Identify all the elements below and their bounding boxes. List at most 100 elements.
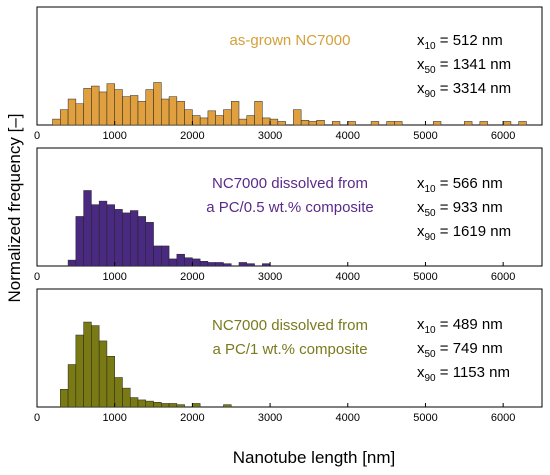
sample-label: NC7000 dissolved from: [212, 175, 368, 192]
histogram-bar: [137, 101, 147, 126]
histogram-bar: [192, 258, 201, 267]
histogram-bar: [238, 118, 248, 126]
histogram-bar: [386, 121, 395, 126]
percentile-stat: x90 = 3314 nm: [417, 80, 511, 100]
histogram-bar: [479, 121, 488, 126]
histogram-bar: [168, 258, 178, 267]
histogram-bar: [75, 103, 84, 126]
histogram-bar: [207, 262, 216, 267]
histogram-bar: [83, 321, 92, 408]
histogram-panel: 0 1000 2000 3000 4000 5000 6000 NC7000 dissolve…: [34, 147, 543, 283]
histogram-bar: [129, 95, 139, 126]
histogram-bar: [67, 98, 77, 126]
histogram-bar: [308, 121, 317, 126]
percentile-stat: x90 = 1153 nm: [417, 364, 510, 384]
x-tick-label: 3000: [258, 130, 282, 142]
histogram-panel: 0 1000 2000 3000 4000 5000 6000 as-grown NC7000…: [34, 6, 543, 142]
x-tick-label: 4000: [336, 130, 360, 142]
histogram-bar: [199, 261, 209, 267]
percentile-stat: x50 = 749 nm: [417, 340, 503, 360]
histogram-bar: [215, 115, 224, 126]
histogram-bar: [145, 89, 154, 126]
histogram-bar: [161, 98, 170, 126]
histogram-bar: [176, 404, 185, 408]
histogram-bar: [254, 101, 263, 126]
histogram-bar: [60, 389, 69, 408]
histogram-bar: [331, 121, 341, 126]
histogram-bar: [129, 210, 139, 267]
x-tick-label: 3000: [258, 271, 282, 283]
histogram-bar: [60, 109, 69, 126]
x-tick-label: 2000: [180, 271, 204, 283]
histogram-bar: [370, 121, 380, 126]
x-tick-label: 3000: [258, 412, 282, 424]
histogram-bar: [83, 190, 92, 267]
histogram-bar: [394, 121, 403, 126]
histogram-bar: [91, 204, 100, 267]
histogram-bar: [215, 262, 224, 267]
histogram-bar: [293, 109, 302, 126]
histogram-bar: [269, 118, 279, 126]
x-tick-label: 0: [34, 130, 40, 142]
percentile-stat: x10 = 489 nm: [417, 316, 503, 336]
panels: 0 1000 2000 3000 4000 5000 6000 as-grown NC7000…: [34, 6, 543, 424]
histogram-bar: [518, 121, 527, 126]
histogram-bar: [502, 121, 512, 126]
histogram-bar: [199, 117, 209, 126]
histogram-bar: [83, 88, 92, 126]
histogram-bar: [207, 110, 216, 126]
histogram-bar: [176, 101, 185, 126]
histogram-bar: [223, 404, 232, 408]
histogram-bar: [75, 216, 84, 267]
histogram-bar: [246, 115, 255, 126]
percentile-stat: x90 = 1619 nm: [417, 223, 511, 243]
percentile-stat: x50 = 933 nm: [417, 199, 503, 219]
percentile-stat: x50 = 1341 nm: [417, 56, 511, 76]
histogram-bar: [52, 118, 61, 126]
histogram-bar: [184, 109, 193, 126]
sample-label: NC7000 dissolved from: [212, 317, 368, 334]
histogram-bar: [122, 212, 131, 267]
histogram-bar: [161, 403, 170, 408]
histogram-bar: [137, 399, 147, 408]
sample-label: a PC/1 wt.% composite: [212, 341, 367, 358]
x-tick-label: 2000: [180, 130, 204, 142]
x-tick-label: 6000: [491, 130, 515, 142]
histogram-bar: [114, 377, 123, 408]
histogram-bar: [223, 263, 232, 267]
histogram-bar: [262, 117, 271, 126]
histogram-bar: [129, 397, 139, 408]
histogram-bar: [91, 325, 100, 408]
histogram-bar: [98, 340, 108, 408]
histogram-bar: [75, 334, 84, 408]
histogram-bar: [145, 400, 154, 408]
histogram-bar: [67, 364, 77, 408]
x-axis-label: Nanotube length [nm]: [233, 448, 396, 467]
histogram-bar: [145, 222, 154, 267]
histogram-bar: [262, 263, 271, 267]
histogram-bar: [91, 85, 100, 126]
histogram-bar: [347, 121, 356, 126]
histogram-bar: [300, 120, 310, 126]
x-tick-label: 1000: [102, 412, 126, 424]
x-tick-label: 5000: [413, 271, 437, 283]
histogram-bar: [106, 83, 115, 126]
histogram-bar: [106, 204, 115, 267]
histogram-bar: [168, 96, 178, 126]
histogram-bar: [184, 257, 193, 267]
x-tick-label: 5000: [413, 130, 437, 142]
histogram-bar: [161, 245, 170, 267]
sample-label: a PC/0.5 wt.% composite: [206, 199, 374, 216]
histogram-bar: [168, 403, 178, 408]
histogram-bar: [122, 387, 131, 408]
histogram-bar: [192, 115, 201, 126]
histogram-bar: [176, 253, 185, 267]
histogram-bar: [277, 121, 286, 126]
histogram-bar: [114, 209, 123, 267]
histogram-bar: [98, 91, 108, 126]
histogram-bar: [464, 121, 473, 126]
histogram-bar: [67, 259, 77, 267]
x-tick-label: 4000: [336, 412, 360, 424]
histogram-bar: [106, 356, 115, 408]
